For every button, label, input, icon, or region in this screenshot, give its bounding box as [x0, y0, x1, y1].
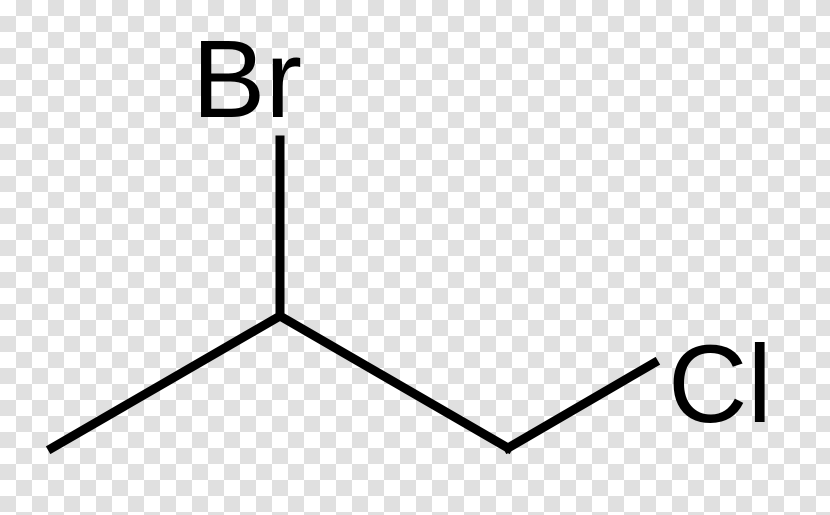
bond-line [508, 363, 654, 448]
bond-group [52, 140, 654, 448]
bond-line [52, 316, 280, 448]
bond-line [280, 316, 508, 448]
molecule-diagram [0, 0, 830, 515]
